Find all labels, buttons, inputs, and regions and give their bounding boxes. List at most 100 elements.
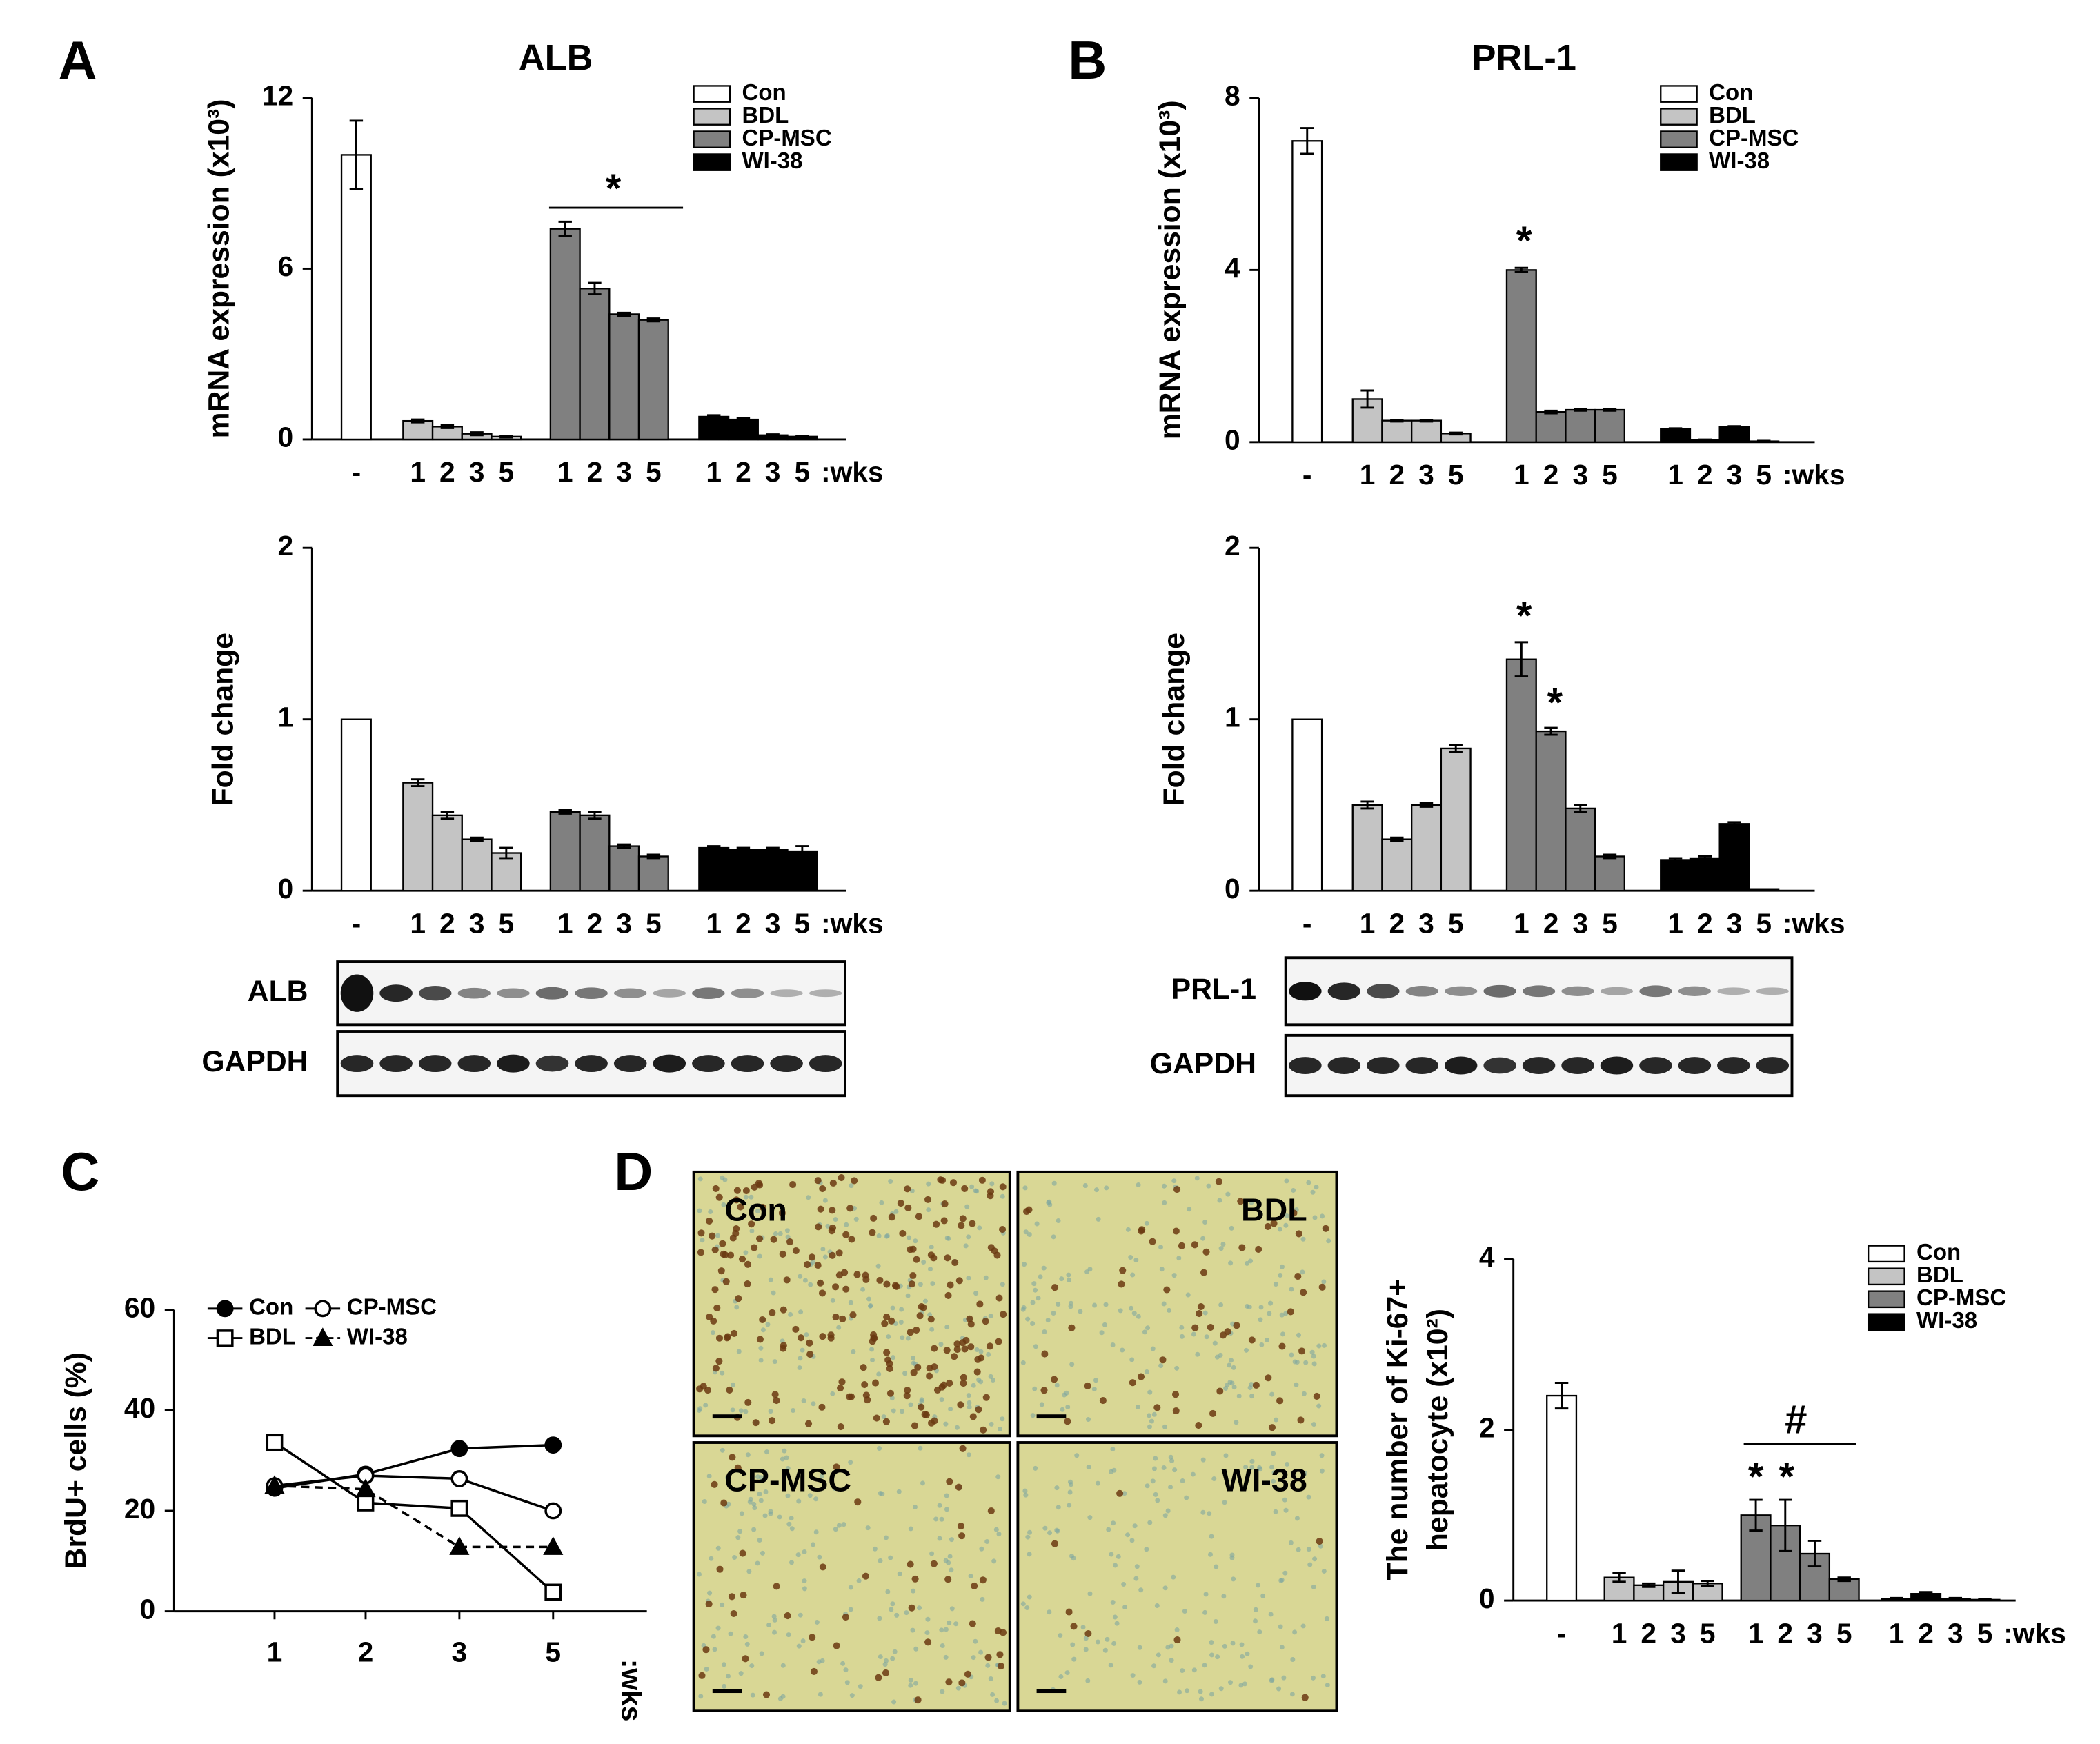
cell-nucleus [928,1267,933,1272]
cell-nucleus [966,1452,971,1458]
stained-nucleus [984,1654,992,1661]
x-tick-label: 1 [557,907,573,939]
stained-nucleus [1172,1227,1180,1235]
cell-nucleus [1130,1673,1136,1678]
cell-nucleus [1033,1287,1038,1293]
cell-nucleus [1047,1199,1052,1205]
x-tick-label: 3 [1572,907,1588,939]
cell-nucleus [1249,1458,1255,1464]
x-tick-label: 5 [545,1636,561,1668]
micrograph-label: WI-38 [1222,1463,1307,1498]
stained-nucleus [1178,1242,1185,1249]
cell-nucleus [1285,1461,1290,1467]
cell-nucleus [878,1558,883,1563]
cell-nucleus [749,1228,755,1233]
x-tick-label: 2 [358,1636,374,1668]
stained-nucleus [697,1249,704,1256]
bar [1381,838,1413,892]
error-bar [588,811,602,820]
x-tick-label: 3 [469,907,485,939]
stained-nucleus [987,1507,995,1515]
annotation: * [1547,681,1563,726]
stained-nucleus [924,1638,932,1646]
stained-nucleus [870,1334,878,1342]
x-tick-label: 2 [587,907,603,939]
cell-nucleus [798,1356,803,1361]
cell-nucleus [710,1330,715,1336]
cell-nucleus [785,1234,791,1240]
cell-nucleus [759,1651,764,1656]
cell-nucleus [988,1676,993,1681]
stained-nucleus [908,1280,915,1288]
x-tick-label: 1 [706,907,722,939]
cell-nucleus [1239,1642,1245,1647]
cell-nucleus [1023,1492,1029,1498]
blot-band [809,1055,842,1073]
x-tick-label: 3 [1727,459,1743,490]
stained-nucleus [1163,1286,1171,1294]
stained-nucleus [1084,1629,1092,1638]
cell-nucleus [1200,1509,1206,1515]
cell-nucleus [1165,1508,1171,1514]
cell-nucleus [780,1663,786,1668]
cell-nucleus [1153,1456,1158,1461]
cell-nucleus [1151,1663,1157,1669]
cell-nucleus [772,1359,777,1365]
stained-nucleus [869,1229,876,1236]
cell-nucleus [891,1408,896,1414]
cell-nucleus [697,1176,703,1182]
cell-nucleus [909,1188,915,1193]
error-bar [617,843,631,849]
blot-band [1561,1057,1594,1074]
bar [1718,823,1750,892]
cell-nucleus [1071,1656,1077,1662]
cell-nucleus [833,1217,838,1222]
cell-nucleus [1144,1369,1149,1375]
y-tick-label: 4 [1479,1241,1495,1273]
x-tick-label: 3 [765,456,781,488]
cell-nucleus [1036,1296,1041,1301]
cell-nucleus [1202,1310,1208,1316]
cell-nucleus [1218,1686,1224,1692]
cell-nucleus [789,1526,795,1532]
stained-nucleus [924,1196,932,1203]
stained-nucleus [933,1386,942,1394]
error-bar [1701,1580,1714,1587]
cell-nucleus [1281,1675,1287,1681]
cell-nucleus [1128,1255,1133,1260]
x-tick-label: 5 [1836,1617,1852,1649]
cell-nucleus [1083,1647,1089,1652]
legend-label: CP-MSC [742,125,831,150]
stained-nucleus [769,1417,776,1425]
cell-nucleus [1120,1347,1125,1353]
stained-nucleus [1252,1381,1260,1389]
cell-nucleus [731,1382,736,1387]
stained-nucleus [943,1347,951,1354]
cell-nucleus [1086,1417,1091,1423]
stained-nucleus [705,1600,713,1608]
cell-nucleus [1242,1681,1247,1687]
stained-nucleus [829,1251,836,1259]
stained-nucleus [1195,1422,1202,1429]
cell-nucleus [1228,1680,1234,1685]
cell-nucleus [1292,1629,1298,1635]
bar [1535,411,1567,443]
cell-nucleus [771,1614,777,1619]
cell-nucleus [851,1349,856,1354]
cell-nucleus [1265,1337,1270,1342]
cell-nucleus [980,1596,985,1602]
y-tick-label: 0 [1225,873,1240,904]
cell-nucleus [700,1238,705,1243]
cell-nucleus [865,1525,871,1531]
stained-nucleus [1295,1230,1302,1238]
stained-nucleus [1298,1347,1306,1355]
cell-nucleus [1114,1621,1120,1626]
cell-nucleus [784,1455,789,1460]
cell-nucleus [967,1400,972,1405]
legend-swatch [1867,1290,1905,1309]
cell-nucleus [896,1489,902,1494]
cell-nucleus [1222,1500,1227,1505]
cell-nucleus [1095,1639,1100,1645]
cell-nucleus [736,1349,742,1354]
cell-nucleus [763,1489,769,1495]
